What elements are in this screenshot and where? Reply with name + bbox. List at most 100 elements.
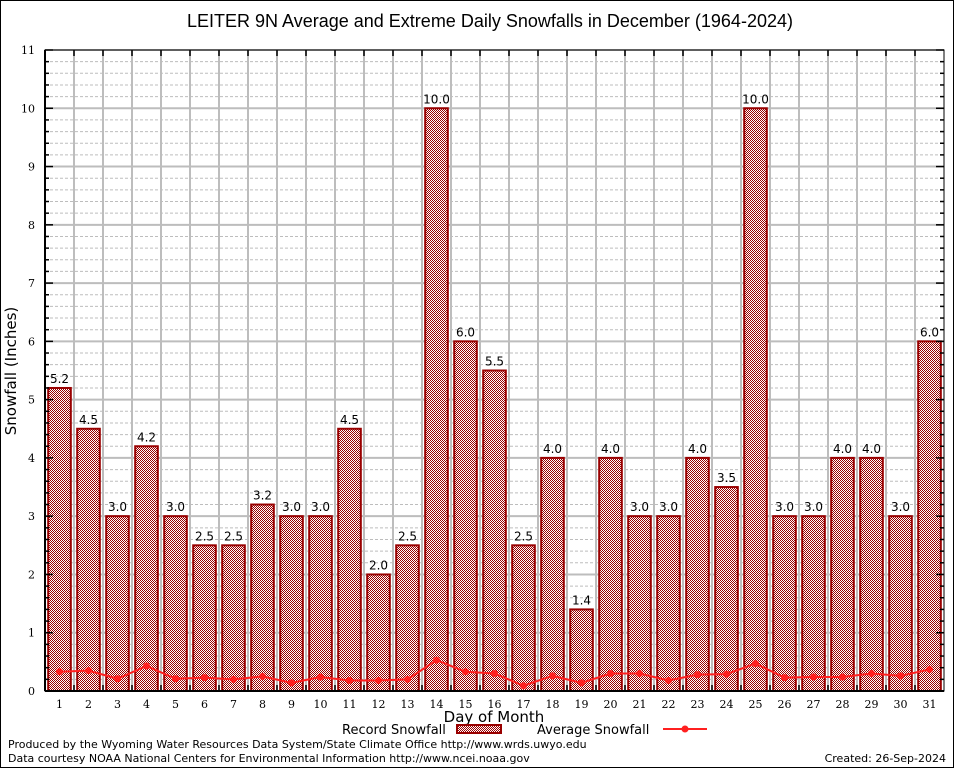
x-tick-label: 7 [230, 698, 237, 711]
bar-day-15 [453, 340, 478, 692]
bar-value-label: 2.5 [398, 529, 417, 543]
x-tick-label: 9 [288, 698, 295, 711]
x-tick-label: 23 [691, 698, 705, 711]
bar-value-label: 3.0 [891, 500, 910, 514]
bar-value-label: 5.5 [485, 355, 504, 369]
average-point-day-13 [404, 675, 411, 683]
bar-day-20 [598, 456, 623, 692]
bar-value-label: 3.2 [253, 489, 272, 503]
average-point-day-27 [810, 673, 817, 681]
x-tick-label: 30 [894, 698, 908, 711]
y-tick-label: 3 [28, 510, 35, 523]
average-point-day-4 [143, 662, 150, 670]
y-tick-label: 11 [21, 44, 35, 57]
x-tick-label: 1 [56, 698, 63, 711]
bar-day-12 [366, 573, 391, 692]
average-point-day-18 [549, 672, 556, 680]
x-tick-label: 31 [923, 698, 937, 711]
bar-value-label: 5.2 [50, 372, 69, 386]
bar-value-label: 2.0 [369, 558, 388, 572]
y-tick-label: 10 [21, 102, 35, 115]
x-tick-label: 13 [401, 698, 415, 711]
bar-value-label: 10.0 [423, 92, 450, 106]
average-point-day-5 [172, 675, 179, 683]
x-tick-label: 27 [807, 698, 821, 711]
bar-value-label: 3.5 [717, 471, 736, 485]
x-tick-label: 20 [604, 698, 618, 711]
bar-value-label: 10.0 [742, 92, 769, 106]
x-tick-label: 11 [343, 698, 357, 711]
average-point-day-3 [114, 675, 121, 683]
bar-day-4 [134, 445, 159, 692]
average-point-day-22 [665, 677, 672, 685]
y-tick-label: 0 [28, 685, 35, 698]
average-point-day-1 [56, 668, 63, 676]
average-point-day-7 [230, 675, 237, 683]
y-tick-label: 5 [28, 394, 35, 407]
x-tick-label: 14 [430, 698, 444, 711]
average-point-day-24 [723, 670, 730, 678]
bar-day-2 [76, 427, 101, 692]
legend-swatch-record-snowfall [456, 724, 502, 734]
x-tick-label: 17 [517, 698, 531, 711]
footer-produced-by: Produced by the Wyoming Water Resources … [8, 738, 587, 751]
average-point-day-10 [317, 673, 324, 681]
y-tick-label: 7 [28, 277, 35, 290]
bar-day-9 [279, 515, 304, 692]
legend-marker-average-snowfall [681, 725, 689, 733]
y-tick-label: 8 [28, 219, 35, 232]
bar-day-29 [859, 456, 884, 692]
x-tick-label: 29 [865, 698, 879, 711]
bar-value-label: 4.0 [833, 442, 852, 456]
x-tick-label: 12 [372, 698, 386, 711]
x-tick-label: 25 [749, 698, 763, 711]
average-point-day-28 [839, 673, 846, 681]
x-tick-label: 6 [201, 698, 208, 711]
footer-data-courtesy: Data courtesy NOAA National Centers for … [8, 752, 530, 765]
legend-label-average-snowfall: Average Snowfall [537, 723, 649, 738]
bar-value-label: 3.0 [108, 500, 127, 514]
bar-day-21 [627, 515, 652, 692]
bar-day-23 [685, 456, 710, 692]
bar-day-27 [801, 515, 826, 692]
bar-value-label: 2.5 [195, 529, 214, 543]
bar-value-label: 3.0 [775, 500, 794, 514]
x-tick-label: 5 [172, 698, 179, 711]
bar-value-label: 2.5 [514, 529, 533, 543]
bar-value-label: 4.5 [340, 413, 359, 427]
average-point-day-15 [462, 668, 469, 676]
x-tick-label: 22 [662, 698, 676, 711]
x-tick-label: 3 [114, 698, 121, 711]
bar-day-17 [511, 544, 536, 692]
bar-day-28 [830, 456, 855, 692]
bar-value-label: 2.5 [224, 529, 243, 543]
bar-value-label: 3.0 [630, 500, 649, 514]
average-point-day-21 [636, 670, 643, 678]
average-point-day-12 [375, 677, 382, 685]
bar-labels: 5.2 4.5 3.0 4.2 3.0 2.5 2.5 3.2 3.0 3.0 4.5 2.0 2.5 1… [50, 92, 939, 607]
bar-day-16 [482, 369, 507, 692]
y-tick-label: 9 [28, 161, 35, 174]
y-tick-label: 4 [28, 452, 35, 465]
x-tick-label: 21 [633, 698, 647, 711]
bar-value-label: 3.0 [804, 500, 823, 514]
x-tick-label: 24 [720, 698, 734, 711]
bar-value-label: 1.4 [572, 593, 591, 607]
x-axis-label: Day of Month [444, 708, 545, 726]
average-point-day-16 [491, 670, 498, 678]
x-tick-label: 10 [314, 698, 328, 711]
bar-day-8 [250, 503, 275, 693]
average-point-day-9 [288, 679, 295, 687]
average-point-day-29 [868, 670, 875, 678]
bar-day-18 [540, 456, 565, 692]
bar-value-label: 3.0 [659, 500, 678, 514]
x-tick-label: 2 [85, 698, 92, 711]
bar-day-1 [47, 386, 72, 692]
average-point-day-11 [346, 677, 353, 685]
average-point-day-14 [433, 656, 440, 664]
bar-value-label: 3.0 [166, 500, 185, 514]
average-point-day-20 [607, 670, 614, 678]
average-point-day-2 [85, 667, 92, 675]
average-point-day-25 [752, 660, 759, 668]
